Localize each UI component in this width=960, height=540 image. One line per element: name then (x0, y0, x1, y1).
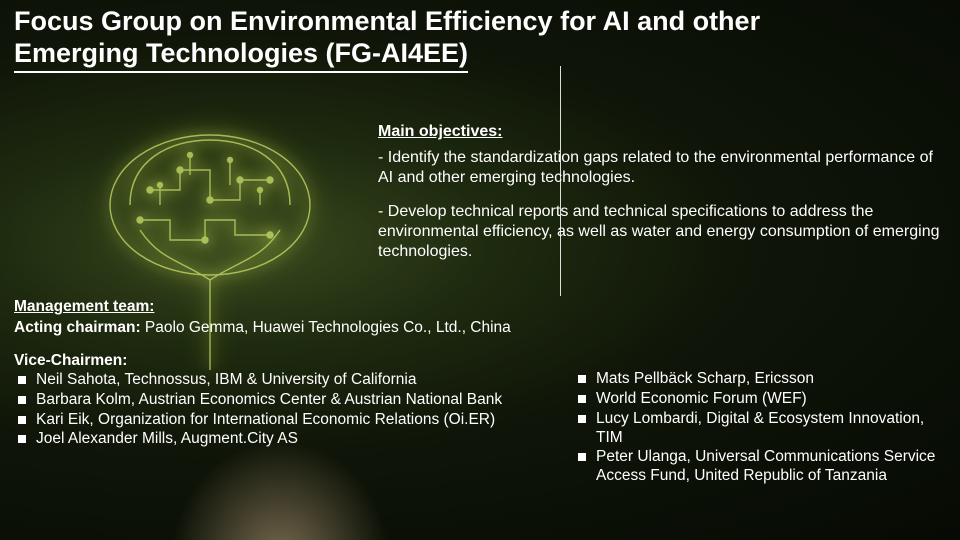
title-line1: Focus Group on Environmental Efficiency … (14, 6, 760, 36)
chairman-label: Acting chairman: (14, 319, 141, 336)
vice-chairmen-left: Vice-Chairmen: Neil Sahota, Technossus, … (14, 352, 534, 487)
objective-item: - Identify the standardization gaps rela… (378, 148, 940, 188)
list-item: Barbara Kolm, Austrian Economics Center … (14, 391, 534, 410)
list-item: World Economic Forum (WEF) (574, 390, 946, 409)
management-block: Management team: Acting chairman: Paolo … (14, 298, 946, 487)
list-item: Neil Sahota, Technossus, IBM & Universit… (14, 371, 534, 390)
list-item: Mats Pellbäck Scharp, Ericsson (574, 370, 946, 389)
slide-title: Focus Group on Environmental Efficiency … (14, 6, 946, 73)
acting-chairman: Acting chairman: Paolo Gemma, Huawei Tec… (14, 319, 946, 338)
management-header: Management team: (14, 298, 946, 317)
vice-chairmen-right: Mats Pellbäck Scharp, Ericsson World Eco… (574, 352, 946, 487)
list-item: Joel Alexander Mills, Augment.City AS (14, 430, 534, 449)
objectives-header: Main objectives: (378, 122, 940, 142)
title-line2: Emerging Technologies (FG-AI4EE) (14, 38, 468, 73)
list-item: Kari Eik, Organization for International… (14, 411, 534, 430)
chairman-value: Paolo Gemma, Huawei Technologies Co., Lt… (141, 319, 511, 336)
list-item: Lucy Lombardi, Digital & Ecosystem Innov… (574, 410, 946, 448)
vice-chairmen-columns: Vice-Chairmen: Neil Sahota, Technossus, … (14, 352, 946, 487)
slide: Focus Group on Environmental Efficiency … (0, 0, 960, 540)
list-item: Peter Ulanga, Universal Communications S… (574, 448, 946, 486)
vice-chairmen-header: Vice-Chairmen: (14, 352, 534, 371)
objectives-block: Main objectives: - Identify the standard… (378, 122, 940, 276)
objective-item: - Develop technical reports and technica… (378, 202, 940, 262)
